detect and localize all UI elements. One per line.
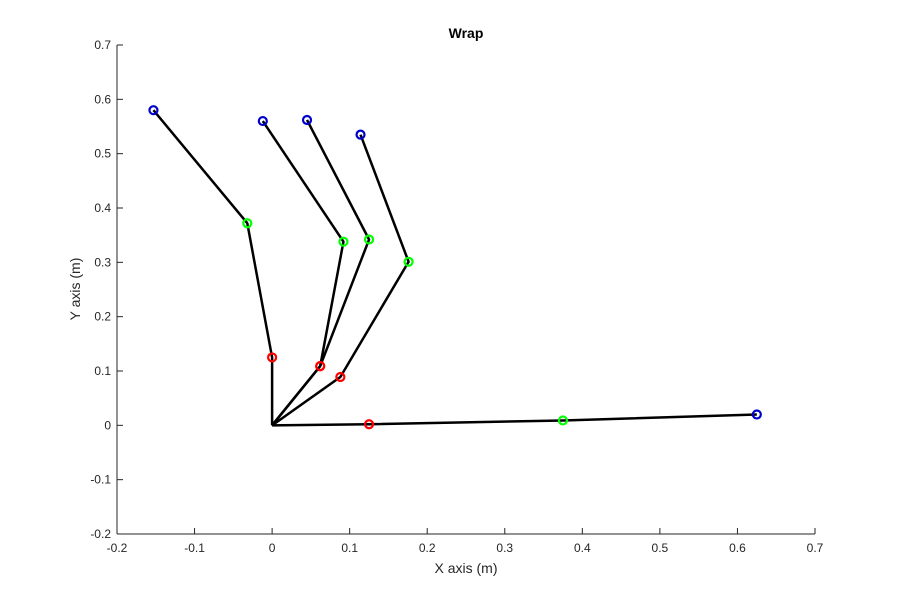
y-tick-label: 0.3 xyxy=(94,255,111,269)
joint-marker xyxy=(242,218,253,229)
y-tick-label: 0 xyxy=(104,418,111,432)
x-tick-label: 0.2 xyxy=(419,541,436,555)
x-tick-label: 0 xyxy=(269,541,276,555)
x-tick-label: 0.3 xyxy=(496,541,513,555)
y-tick-label: -0.1 xyxy=(90,473,111,487)
y-tick-label: 0.4 xyxy=(94,201,111,215)
joint-marker xyxy=(403,256,414,267)
joint-marker xyxy=(148,105,159,116)
joint-marker xyxy=(267,352,278,363)
joint-marker xyxy=(335,371,346,383)
joint-marker xyxy=(557,415,569,426)
x-tick-label: 0.6 xyxy=(729,541,746,555)
y-tick-label: 0.2 xyxy=(94,310,111,324)
joint-marker xyxy=(257,115,268,127)
y-tick-label: -0.2 xyxy=(90,527,111,541)
joint-marker xyxy=(301,114,313,126)
x-tick-label: -0.1 xyxy=(184,541,205,555)
series-line xyxy=(152,109,274,426)
series-line xyxy=(271,134,410,427)
x-axis-label: X axis (m) xyxy=(435,560,498,576)
joint-marker xyxy=(363,234,375,245)
y-tick-label: 0.5 xyxy=(94,147,111,161)
x-tick-label: 0.1 xyxy=(341,541,358,555)
x-tick-label: 0.7 xyxy=(807,541,824,555)
y-axis-label: Y axis (m) xyxy=(67,258,83,321)
y-tick-label: 0.7 xyxy=(94,38,111,52)
x-tick-label: -0.2 xyxy=(107,541,128,555)
series-line xyxy=(272,413,757,427)
plot-area: -0.2 -0.1 0 0.1 0.2 0.3 0.4 0.5 0.6 0.7 -0.2 -0.1 0 0… xyxy=(90,38,823,555)
y-tick-label: 0.1 xyxy=(94,364,111,378)
joint-marker xyxy=(751,409,762,420)
joint-marker xyxy=(363,419,375,430)
joint-marker xyxy=(355,129,366,140)
chart-title: Wrap xyxy=(449,25,484,41)
y-tick-label: 0.6 xyxy=(94,92,111,106)
x-tick-label: 0.5 xyxy=(652,541,669,555)
joint-marker xyxy=(338,236,349,247)
joint-marker xyxy=(315,361,326,372)
x-tick-label: 0.4 xyxy=(574,541,591,555)
series-line xyxy=(261,120,345,427)
